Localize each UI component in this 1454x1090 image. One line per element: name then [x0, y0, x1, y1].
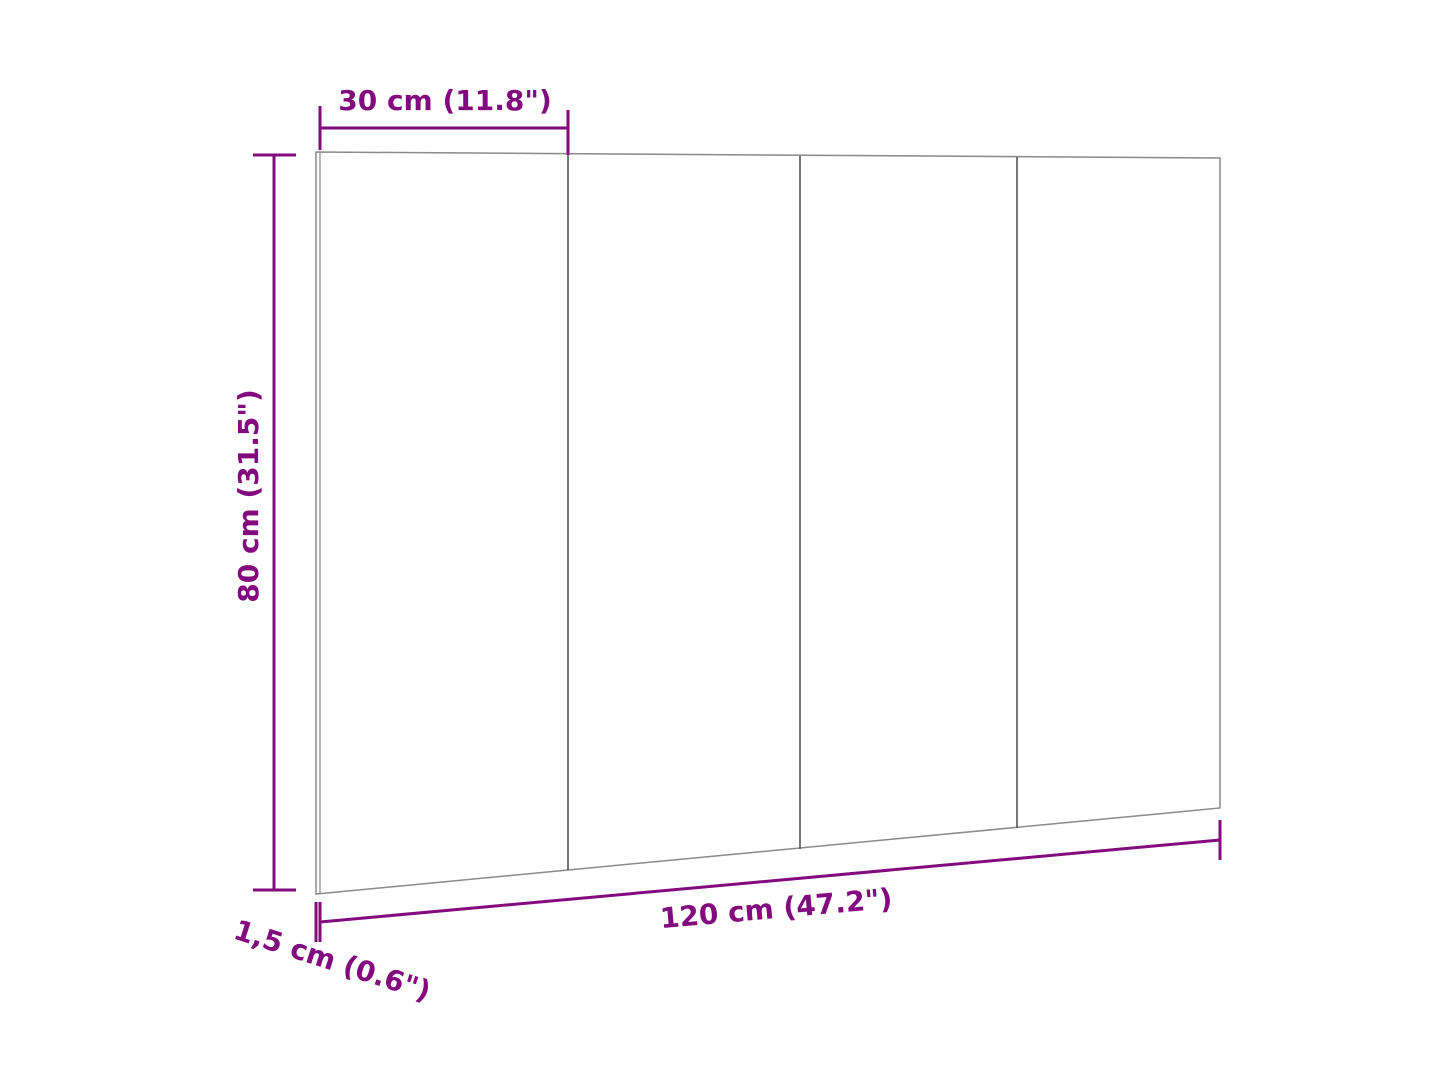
headboard-panel	[315, 151, 1221, 895]
height-label: 80 cm (31.5")	[232, 389, 265, 603]
thickness-dimension	[314, 902, 322, 942]
height-dimension	[253, 153, 296, 892]
section-width-dimension	[318, 106, 570, 155]
thickness-label: 1,5 cm (0.6")	[230, 913, 435, 1008]
dimension-lines	[253, 106, 1222, 942]
total-width-label: 120 cm (47.2")	[659, 882, 894, 935]
panel-outline	[315, 151, 1221, 895]
section-width-label: 30 cm (11.8")	[338, 84, 552, 117]
total-width-dimension	[319, 820, 1222, 924]
